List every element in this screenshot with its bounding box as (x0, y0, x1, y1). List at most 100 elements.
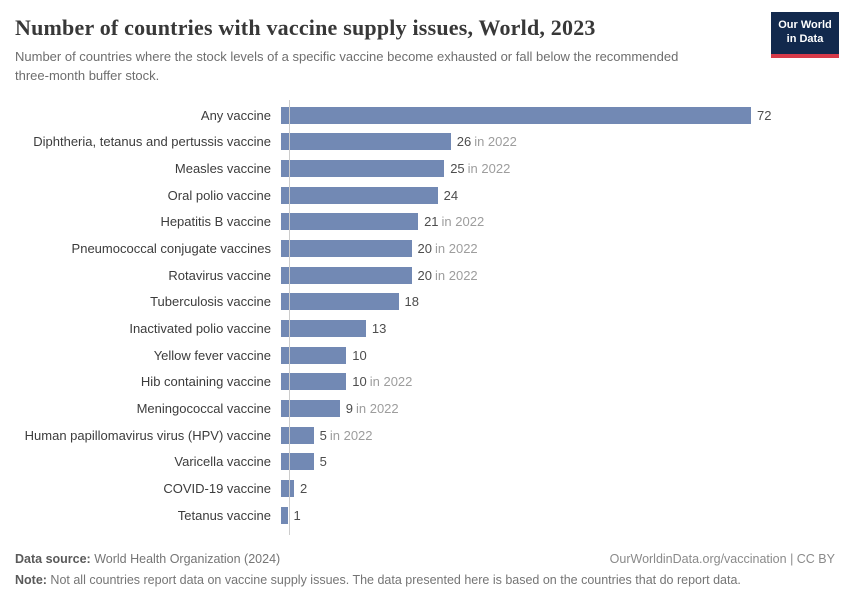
chart-row: Hepatitis B vaccine 21 in 2022 (15, 208, 835, 235)
chart-row: Varicella vaccine 5 (15, 449, 835, 476)
chart-row: Hib containing vaccine 10 in 2022 (15, 369, 835, 396)
chart-row: Yellow fever vaccine 10 (15, 342, 835, 369)
bar-value: 26 (456, 134, 472, 150)
bar-year-note: in 2022 (355, 401, 399, 417)
bar[interactable] (281, 186, 438, 204)
bar-value: 13 (371, 321, 387, 337)
bar-value: 20 (417, 240, 433, 256)
bar[interactable] (281, 506, 288, 524)
bar-value: 5 (319, 454, 327, 470)
row-label: Meningococcal vaccine (136, 401, 271, 417)
owid-logo-line2: in Data (786, 33, 824, 46)
row-label: Tetanus vaccine (177, 507, 271, 523)
bar-year-note: in 2022 (435, 240, 478, 256)
bar-year-note: in 2022 (467, 160, 511, 176)
chart-row: Oral polio vaccine 24 (15, 182, 835, 209)
bar[interactable] (281, 480, 295, 498)
bar[interactable] (281, 320, 366, 338)
row-label: Inactivated polio vaccine (129, 321, 271, 337)
bar-value: 25 (450, 160, 465, 176)
bar-value: 5 (319, 427, 327, 443)
bar[interactable] (281, 346, 347, 364)
owid-logo[interactable]: Our World in Data (771, 12, 839, 58)
bar-area: 10 (280, 346, 835, 364)
chart-row: Any vaccine 72 (15, 102, 835, 129)
bar-year-note: in 2022 (474, 134, 517, 150)
row-label: Diphtheria, tetanus and pertussis vaccin… (33, 134, 271, 150)
chart-row: Tetanus vaccine 1 (15, 502, 835, 529)
bar-area: 20 in 2022 (280, 239, 835, 257)
row-label: Oral polio vaccine (167, 187, 271, 203)
bar[interactable] (281, 266, 412, 284)
bar-value: 9 (345, 401, 353, 417)
bar-area: 2 (280, 480, 835, 498)
data-source: Data source: World Health Organization (… (15, 552, 280, 566)
row-label: Rotavirus vaccine (168, 267, 271, 283)
bar[interactable] (281, 213, 419, 231)
bar-area: 5 (280, 453, 835, 471)
chart-row: Meningococcal vaccine 9 in 2022 (15, 395, 835, 422)
bar-area: 10 in 2022 (280, 373, 835, 391)
chart-rows: Any vaccine 72 Diphtheria, tetanus and p… (15, 99, 835, 535)
chart-row: Rotavirus vaccine 20 in 2022 (15, 262, 835, 289)
y-axis-line (289, 99, 290, 535)
bar-year-note: in 2022 (441, 214, 485, 230)
bar-chart: Any vaccine 72 Diphtheria, tetanus and p… (15, 99, 835, 535)
owid-url-license[interactable]: OurWorldinData.org/vaccination | CC BY (609, 552, 835, 566)
row-label: Yellow fever vaccine (153, 347, 271, 363)
chart-row: Inactivated polio vaccine 13 (15, 315, 835, 342)
chart-footer: Data source: World Health Organization (… (15, 552, 835, 587)
bar-area: 13 (280, 320, 835, 338)
bar-area: 20 in 2022 (280, 266, 835, 284)
chart-row: Human papillomavirus virus (HPV) vaccine… (15, 422, 835, 449)
bar-year-note: in 2022 (435, 267, 478, 283)
bar[interactable] (281, 373, 347, 391)
bar-area: 9 in 2022 (280, 400, 835, 418)
bar[interactable] (281, 400, 340, 418)
row-label: Measles vaccine (174, 160, 271, 176)
bar-area: 1 (280, 506, 835, 524)
bar-value: 2 (300, 481, 308, 497)
chart-row: Tuberculosis vaccine 18 (15, 289, 835, 316)
bar[interactable] (281, 426, 314, 444)
bar-area: 21 in 2022 (280, 213, 835, 231)
owid-logo-line1: Our World (778, 19, 832, 31)
bar-area: 24 (280, 186, 835, 204)
chart-row: COVID-19 vaccine 2 (15, 475, 835, 502)
bar-area: 5 in 2022 (280, 426, 835, 444)
row-label: Human papillomavirus virus (HPV) vaccine (24, 427, 271, 443)
row-label: Varicella vaccine (174, 454, 271, 470)
data-source-text: World Health Organization (2024) (90, 552, 281, 566)
bar[interactable] (281, 133, 451, 151)
row-label: Hepatitis B vaccine (160, 214, 271, 230)
bar-year-note: in 2022 (369, 374, 413, 390)
footer-note: Note: Not all countries report data on v… (15, 573, 835, 587)
bar[interactable] (281, 159, 445, 177)
bar-value: 24 (443, 187, 459, 203)
bar-area: 25 in 2022 (280, 159, 835, 177)
bar-area: 26 in 2022 (280, 133, 835, 151)
bar-year-note: in 2022 (329, 427, 373, 443)
bar-value: 20 (417, 267, 433, 283)
bar-value: 21 (424, 214, 439, 230)
footer-note-label: Note: (15, 573, 47, 587)
bar-area: 72 (280, 106, 835, 124)
chart-subtitle: Number of countries where the stock leve… (15, 49, 679, 83)
bar[interactable] (281, 293, 399, 311)
chart-row: Pneumococcal conjugate vaccines 20 in 20… (15, 235, 835, 262)
footer-note-text: Not all countries report data on vaccine… (46, 573, 741, 587)
bar-value: 18 (404, 294, 419, 310)
bar[interactable] (281, 453, 314, 471)
bar-value: 72 (757, 107, 772, 123)
row-label: Pneumococcal conjugate vaccines (71, 240, 271, 256)
bar-value: 10 (352, 374, 367, 390)
data-source-label: Data source: (15, 552, 91, 566)
chart-row: Measles vaccine 25 in 2022 (15, 155, 835, 182)
bar[interactable] (281, 239, 412, 257)
bar-value: 10 (352, 347, 367, 363)
bar-area: 18 (280, 293, 835, 311)
bar[interactable] (281, 106, 751, 124)
row-label: Tuberculosis vaccine (150, 294, 271, 310)
row-label: Hib containing vaccine (140, 374, 271, 390)
